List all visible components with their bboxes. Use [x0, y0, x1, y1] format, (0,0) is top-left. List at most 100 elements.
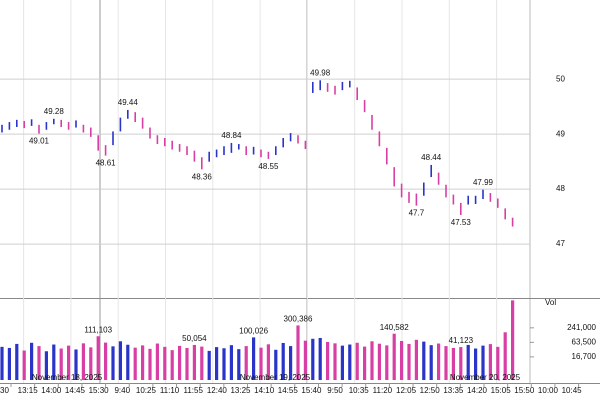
- volume-bar: [503, 332, 507, 380]
- date-label: November 18, 2025: [32, 373, 103, 382]
- volume-bar: [496, 346, 500, 380]
- x-tick-label: 10:25: [136, 386, 157, 395]
- volume-bar: [74, 349, 78, 380]
- x-tick-label: 15:50: [514, 386, 535, 395]
- x-tick-label: 15:05: [491, 386, 512, 395]
- volume-bar: [52, 344, 56, 380]
- x-tick-label: 11:10: [160, 386, 180, 395]
- price-annotation: 49.01: [29, 137, 50, 146]
- volume-bar: [340, 345, 344, 380]
- volume-bar: [192, 344, 196, 380]
- price-annotation: 47.99: [473, 178, 494, 187]
- x-tick-label: 30: [0, 386, 9, 395]
- price-annotation: 48.61: [96, 159, 117, 168]
- volume-bar: [259, 347, 263, 380]
- y-tick-label: 63,500: [572, 337, 597, 346]
- volume-bar: [7, 347, 11, 380]
- price-annotation: 48.55: [258, 162, 279, 171]
- volume-bar: [237, 349, 241, 380]
- volume-bar: [126, 344, 130, 380]
- x-tick-label: 11:55: [183, 386, 203, 395]
- volume-bar: [437, 343, 441, 380]
- volume-bar: [111, 346, 115, 380]
- price-annotation: 49.98: [310, 68, 331, 77]
- volume-bar: [311, 338, 315, 380]
- x-tick-label: 15:40: [301, 386, 322, 395]
- volume-bar: [296, 325, 300, 380]
- volume-bar: [0, 346, 4, 380]
- x-tick-label: 10:45: [562, 386, 583, 395]
- volume-bar: [429, 345, 433, 380]
- volume-title: Vol: [545, 298, 556, 307]
- price-annotation: 48.84: [221, 131, 242, 140]
- volume-bar: [414, 339, 418, 380]
- volume-bar: [89, 347, 93, 380]
- volume-bar: [67, 345, 71, 380]
- volume-annotation: 41,123: [449, 336, 474, 345]
- volume-bar: [163, 346, 167, 380]
- volume-bar: [474, 348, 478, 380]
- x-tick-label: 14:45: [65, 386, 86, 395]
- volume-bar: [215, 347, 219, 380]
- volume-bar: [303, 340, 307, 380]
- volume-bar: [170, 350, 174, 380]
- volume-bar: [392, 333, 396, 380]
- volume-bar: [274, 349, 278, 380]
- x-tick-label: 14:00: [41, 386, 62, 395]
- volume-annotation: 50,054: [182, 334, 207, 343]
- volume-bar: [222, 348, 226, 380]
- y-tick-label: 50: [556, 74, 565, 83]
- volume-bar: [466, 344, 470, 380]
- volume-bar: [400, 340, 404, 380]
- y-tick-label: 49: [556, 129, 565, 138]
- volume-bar: [370, 341, 374, 380]
- volume-bar: [407, 343, 411, 380]
- date-label: November 20, 2025: [450, 373, 521, 382]
- x-tick-label: 14:20: [467, 386, 488, 395]
- volume-bar: [326, 341, 330, 380]
- volume-bar: [244, 346, 248, 380]
- price-annotation: 48.36: [192, 172, 213, 181]
- x-tick-label: 10:35: [349, 386, 370, 395]
- x-tick-label: 9:40: [114, 386, 130, 395]
- volume-bar: [377, 343, 381, 380]
- volume-bar: [385, 345, 389, 380]
- volume-bar: [37, 346, 41, 380]
- volume-bar: [348, 344, 352, 380]
- volume-bar: [200, 346, 204, 380]
- volume-bar: [81, 343, 85, 380]
- x-tick-label: 12:40: [207, 386, 228, 395]
- volume-bar: [22, 350, 26, 380]
- volume-bar: [488, 344, 492, 380]
- volume-bar: [118, 341, 122, 380]
- x-tick-label: 13:15: [18, 386, 39, 395]
- volume-bar: [178, 345, 182, 380]
- volume-bar: [511, 300, 515, 380]
- volume-bar: [148, 348, 152, 380]
- volume-bar: [59, 348, 63, 380]
- volume-bar: [444, 346, 448, 380]
- volume-bar: [44, 351, 48, 380]
- x-tick-label: 14:55: [278, 386, 299, 395]
- volume-bar: [15, 343, 19, 380]
- volume-bar: [318, 337, 322, 380]
- volume-annotation: 140,582: [380, 323, 409, 332]
- volume-bar: [133, 347, 137, 380]
- y-tick-label: 47: [556, 239, 565, 248]
- volume-annotation: 100,026: [239, 327, 268, 336]
- volume-bar: [185, 347, 189, 380]
- volume-bar: [229, 345, 233, 380]
- y-tick-label: 241,000: [567, 323, 596, 332]
- x-tick-label: 11:20: [373, 386, 393, 395]
- price-annotation: 47.53: [451, 218, 472, 227]
- volume-bar: [207, 350, 211, 380]
- volume-bar: [252, 337, 256, 380]
- x-tick-label: 14:10: [254, 386, 275, 395]
- volume-bar: [104, 342, 108, 380]
- x-tick-label: 12:50: [420, 386, 441, 395]
- volume-bar: [96, 336, 100, 380]
- price-annotation: 48.44: [421, 153, 442, 162]
- volume-bar: [281, 342, 285, 380]
